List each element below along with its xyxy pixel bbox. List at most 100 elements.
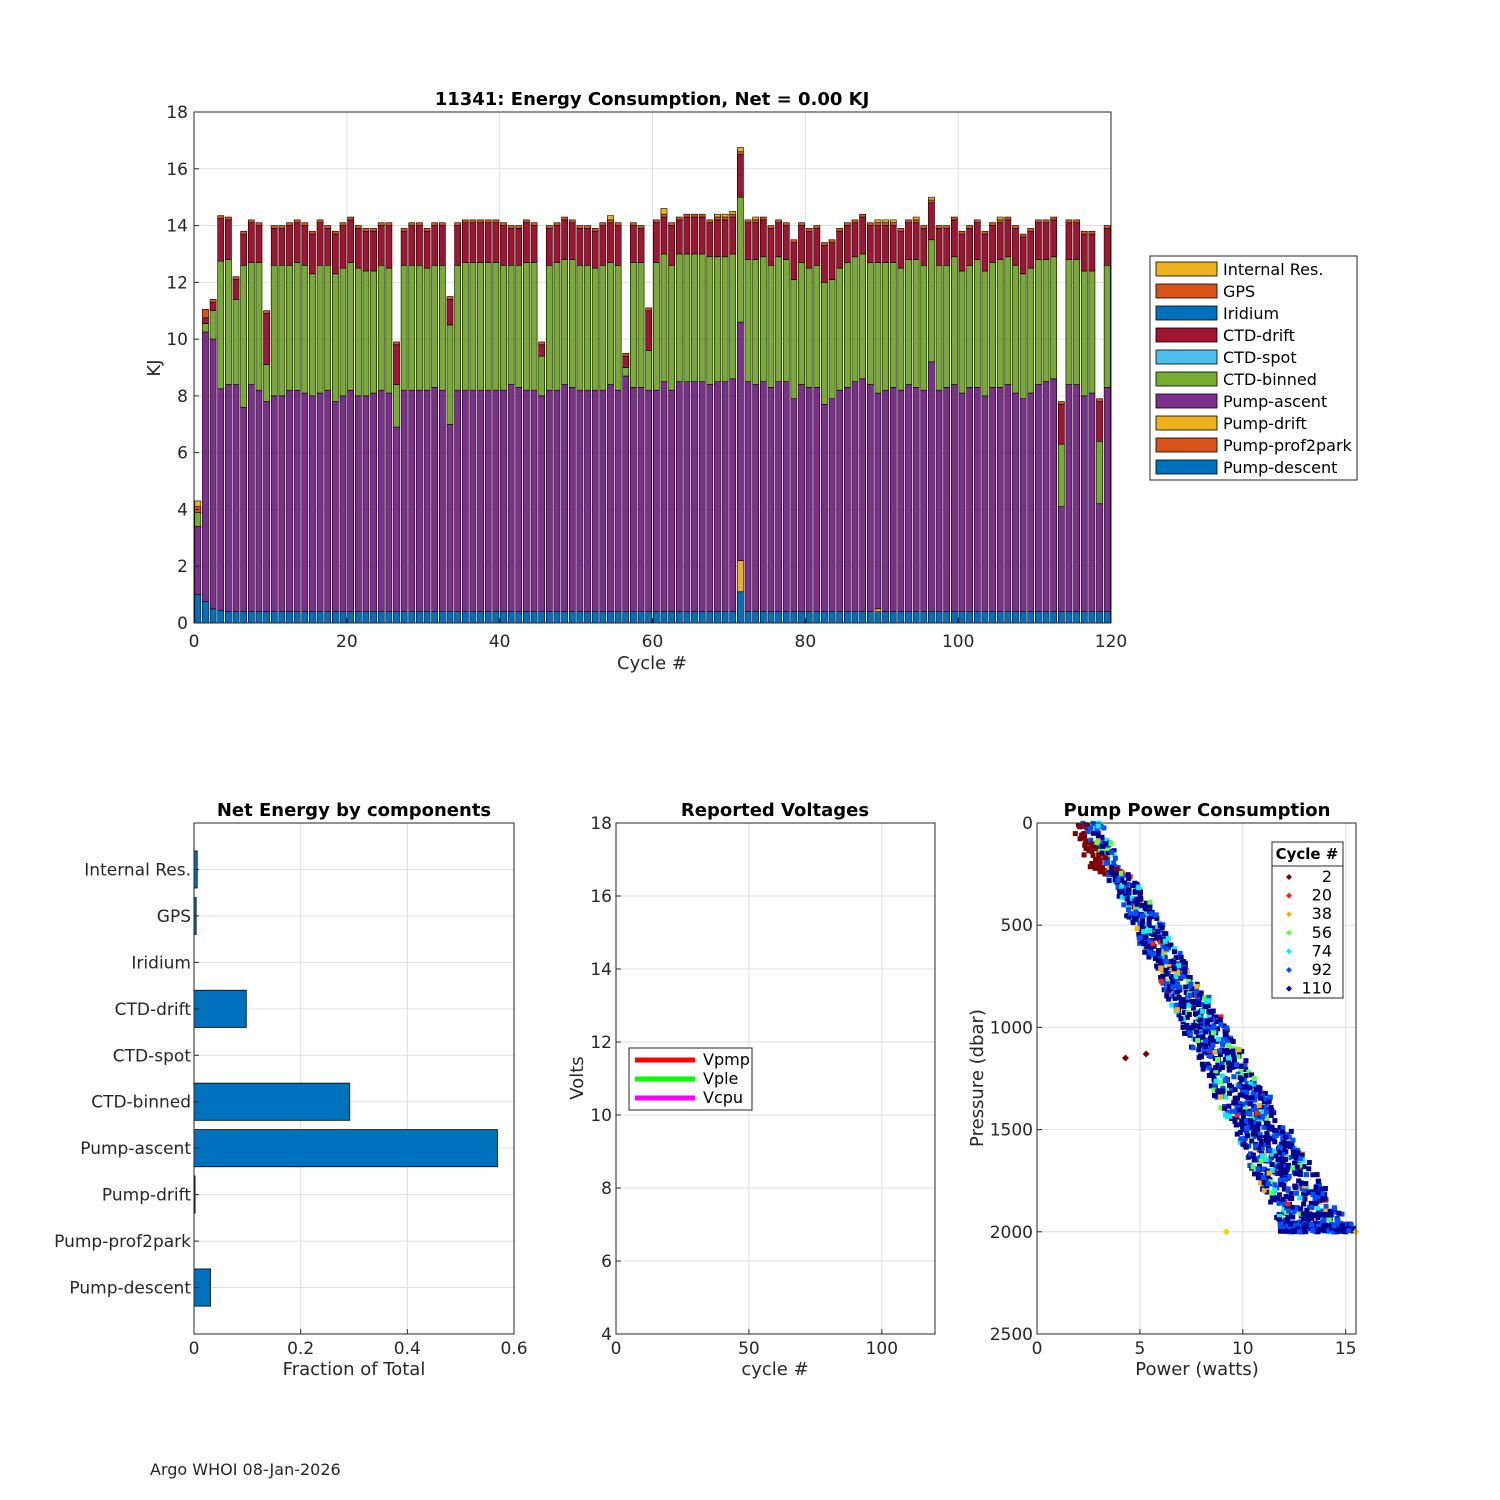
energy-bar-pump-ascent	[729, 378, 737, 612]
energy-bar-pump-ascent	[217, 388, 225, 611]
energy-bar-pump-ascent	[1050, 378, 1058, 612]
components-axes-frame	[193, 822, 515, 1335]
pump-point	[1244, 1081, 1250, 1087]
energy-bar-gps	[362, 228, 370, 232]
pump-point	[1292, 1183, 1298, 1189]
energy-bar-ctd-binned	[393, 384, 400, 428]
pump-point	[1185, 999, 1191, 1005]
energy-bar-pump-descent	[1042, 611, 1050, 624]
energy-bar-ctd-drift	[416, 225, 423, 266]
energy-bar-ctd-drift	[637, 228, 645, 263]
energy-bar-internal-res	[912, 216, 920, 221]
pump-point	[1101, 825, 1107, 831]
pump-point	[1263, 1156, 1269, 1162]
energy-bar-pump-ascent	[859, 378, 867, 612]
pump-point	[1256, 1121, 1262, 1127]
energy-bar-pump-ascent	[889, 387, 897, 612]
pump-point	[1212, 1093, 1218, 1099]
pump-point	[1174, 989, 1180, 995]
pump-point	[1204, 1026, 1210, 1032]
voltages-y-tick-label: 18	[590, 814, 612, 834]
pump-point	[1206, 994, 1212, 1000]
energy-bar-pump-descent	[866, 611, 874, 624]
energy-bar-gps	[446, 296, 454, 300]
energy-bar-gps	[744, 219, 752, 224]
pump-point	[1237, 1139, 1243, 1145]
pump-point	[1264, 1130, 1270, 1136]
energy-legend-swatch	[1155, 393, 1218, 409]
pump-point	[1306, 1160, 1312, 1166]
energy-x-tick-label: 0	[189, 632, 200, 652]
pump-point	[1212, 1049, 1218, 1055]
energy-bar-gps	[782, 222, 790, 226]
energy-y-tick-label: 14	[166, 217, 188, 237]
energy-bar-ctd-drift	[996, 222, 1004, 260]
pump-point	[1244, 1089, 1250, 1095]
pump-point	[1140, 918, 1146, 924]
pump-point	[1310, 1228, 1316, 1234]
energy-bar-gps	[492, 219, 500, 224]
pump-point	[1247, 1133, 1253, 1139]
energy-bar-ctd-binned	[767, 264, 775, 388]
energy-bar-gps	[438, 222, 446, 226]
energy-bar-pump-descent	[912, 611, 920, 624]
energy-bar-pump-ascent	[270, 395, 278, 612]
energy-bar-ctd-binned	[301, 264, 309, 394]
pump-point	[1276, 1162, 1282, 1168]
pump-point	[1249, 1138, 1255, 1144]
energy-bar-pump-ascent	[714, 381, 721, 612]
pump-point	[1227, 1113, 1233, 1119]
energy-bar-ctd-drift	[905, 222, 912, 260]
pump-point	[1243, 1144, 1249, 1150]
pump-point	[1285, 1201, 1291, 1207]
energy-bar-pump-descent	[790, 611, 798, 624]
energy-bar-ctd-binned	[247, 262, 255, 385]
energy-bar-pump-ascent	[698, 381, 706, 612]
pump-point	[1087, 864, 1093, 870]
pump-point	[1136, 885, 1142, 891]
energy-bar-ctd-drift	[737, 154, 744, 198]
pump-point	[1116, 893, 1122, 899]
energy-consumption-chart: 0 20 40 60 80 100 120 0 2 4 6 8 10 12 14 16 18 11341: En…	[144, 89, 1358, 674]
energy-bar-pump-ascent	[202, 331, 209, 603]
pump-point	[1204, 1020, 1210, 1026]
pump-point	[1272, 1139, 1278, 1145]
energy-bar-pump-descent	[782, 611, 790, 624]
energy-bar-ctd-binned	[668, 264, 675, 391]
pump-point	[1300, 1163, 1306, 1169]
energy-ticks: 0 20 40 60 80 100 120 0 2 4 6 8 10 12 14 16 18	[166, 103, 1127, 652]
pump-point	[1210, 1072, 1216, 1078]
energy-bar-pump-descent	[721, 611, 729, 624]
pump-point	[1106, 877, 1112, 883]
voltages-y-tick-label: 4	[601, 1325, 612, 1345]
pump-point	[1267, 1094, 1273, 1100]
energy-bar-internal-res	[882, 219, 889, 224]
energy-bar-pump-ascent	[293, 389, 301, 612]
energy-y-tick-label: 10	[166, 330, 188, 350]
energy-bar-gps	[377, 222, 385, 226]
pump-legend-label: 56	[1312, 923, 1332, 942]
pump-point	[1263, 1096, 1269, 1102]
pump-point	[1254, 1104, 1260, 1110]
energy-bar-gps	[798, 222, 805, 226]
pump-point	[1263, 1109, 1269, 1115]
energy-bar-ctd-drift	[461, 222, 469, 263]
energy-bar-gps	[1012, 225, 1019, 229]
energy-bar-pump-descent	[385, 611, 393, 624]
pump-point	[1093, 846, 1099, 852]
energy-bar-ctd-binned	[438, 264, 446, 391]
pump-point	[1255, 1175, 1261, 1181]
energy-bar-pump-descent	[240, 611, 248, 624]
pump-point	[1261, 1179, 1267, 1185]
components-category-label: CTD-drift	[115, 1000, 192, 1020]
pump-point	[1188, 981, 1194, 987]
pump-point	[1184, 1014, 1190, 1020]
energy-bar-pump-ascent	[790, 398, 798, 612]
energy-bar-gps	[859, 213, 867, 218]
pump-point	[1263, 1137, 1269, 1143]
energy-legend-swatch	[1155, 349, 1218, 365]
voltages-y-tick-label: 6	[601, 1252, 612, 1272]
pump-point	[1126, 903, 1132, 909]
pump-point	[1233, 1062, 1239, 1068]
pump-point	[1256, 1145, 1262, 1151]
